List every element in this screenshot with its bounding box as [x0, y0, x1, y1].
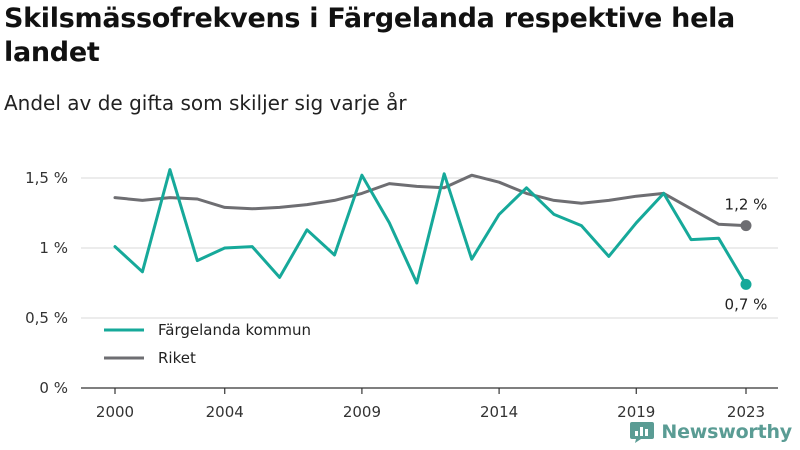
series-lines [113, 168, 748, 286]
series-line-fargelanda [113, 168, 748, 286]
series-line-riket [113, 173, 748, 228]
x-tick-label: 2009 [343, 403, 381, 421]
end-value-label: 0,7 % [725, 295, 768, 313]
y-tick-label: 0,5 % [25, 309, 68, 327]
y-tick-label: 1,5 % [25, 169, 68, 187]
end-value-label: 1,2 % [725, 196, 768, 214]
y-axis-ticks: 0 % 0,5 % 1 % 1,5 % [25, 169, 68, 397]
gridlines [81, 177, 778, 319]
x-tick-label: 2019 [617, 403, 655, 421]
end-markers: 1,2 % 0,7 % [725, 196, 768, 314]
newsworthy-brand: Newsworthy [629, 420, 792, 444]
x-axis: 2000 2004 2009 2014 2019 2023 [81, 387, 778, 421]
x-tick-label: 2004 [206, 403, 244, 421]
legend-label: Färgelanda kommun [158, 321, 311, 339]
newsworthy-logo-icon [630, 422, 655, 443]
chart-subtitle: Andel av de gifta som skiljer sig varje … [4, 91, 407, 115]
x-tick-label: 2023 [727, 403, 765, 421]
x-tick-label: 2014 [480, 403, 518, 421]
brand-name: Newsworthy [661, 421, 792, 443]
end-point-marker [740, 220, 752, 232]
legend: Färgelanda kommun Riket [104, 321, 311, 367]
legend-label: Riket [158, 349, 196, 367]
y-tick-label: 0 % [39, 379, 68, 397]
end-point-marker [740, 278, 752, 290]
y-tick-label: 1 % [39, 239, 68, 257]
x-tick-label: 2000 [96, 403, 134, 421]
chart-title: Skilsmässofrekvens i Färgelanda respekti… [4, 3, 735, 68]
